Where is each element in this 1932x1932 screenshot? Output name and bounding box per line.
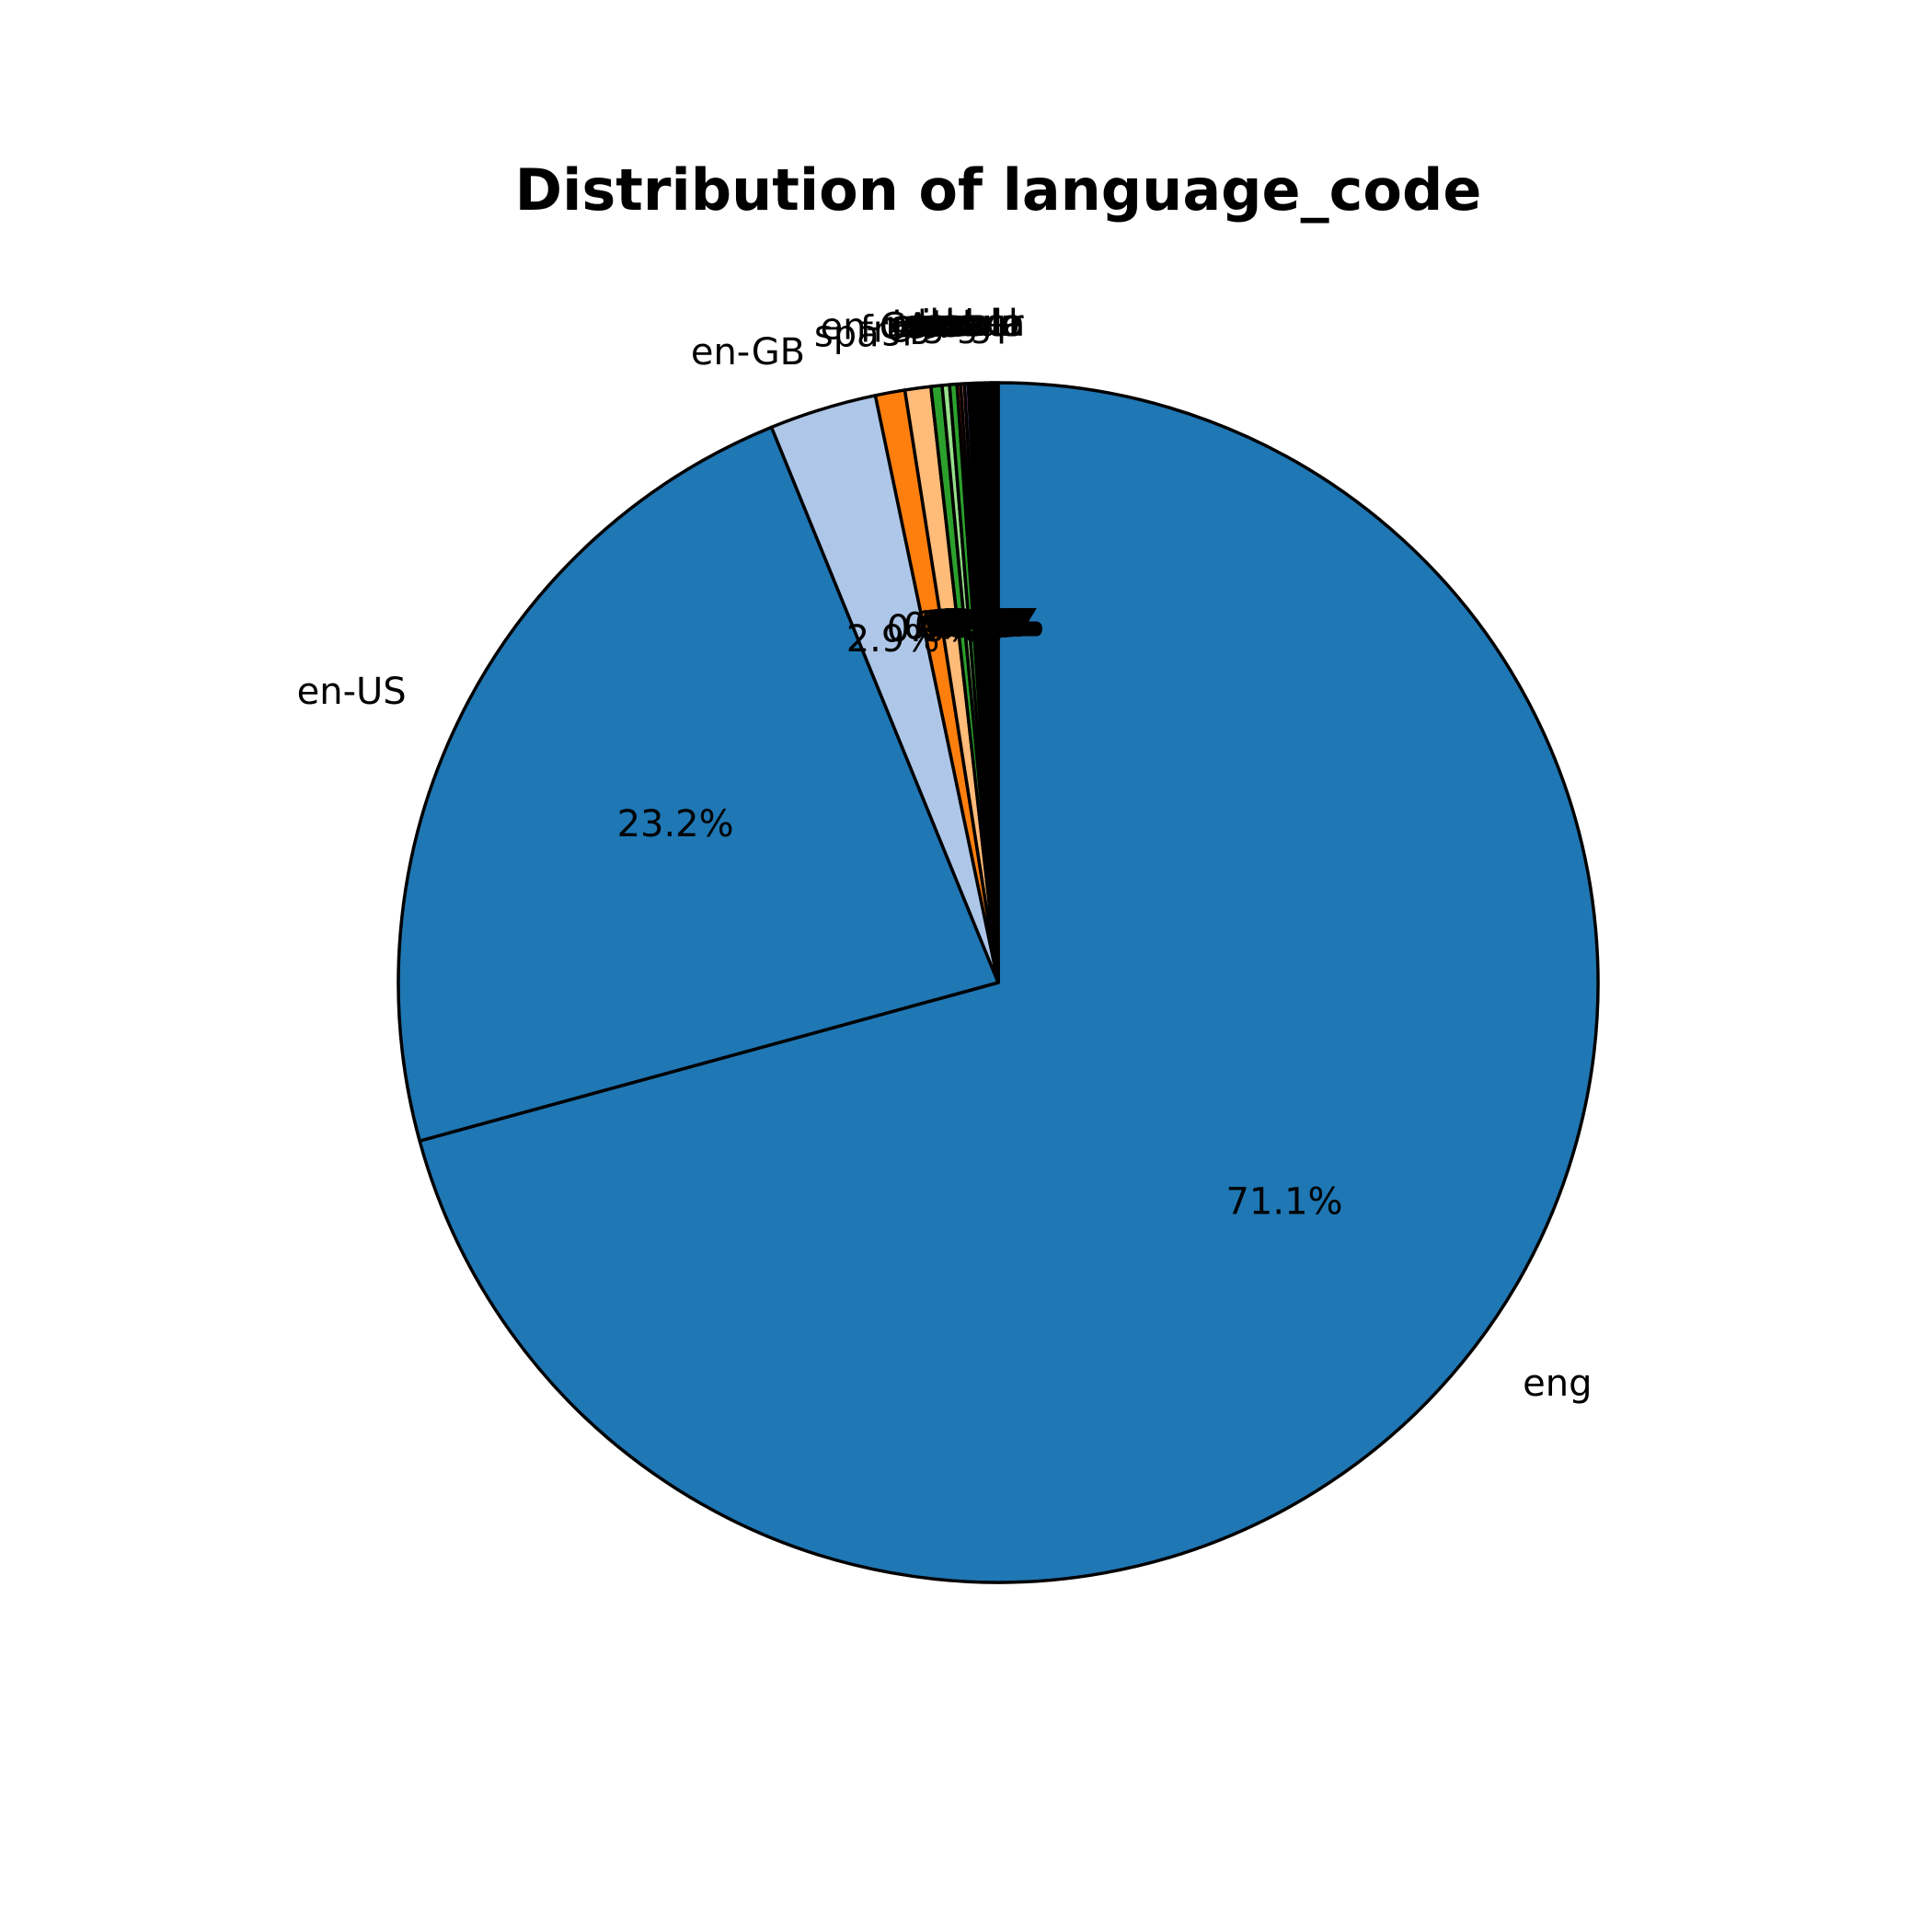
- slice-percent-ale: 0.1%: [949, 603, 1043, 645]
- slice-label-nor: nor: [962, 303, 1024, 345]
- slice-percent-rus: 0.1%: [943, 603, 1037, 645]
- slice-label-en-GB: en-GB: [691, 331, 805, 374]
- slice-label-lat: lat: [929, 303, 976, 345]
- slice-percent-spa: 0.8%: [887, 608, 981, 650]
- slice-percent-lat: 0.1%: [939, 603, 1033, 645]
- slice-percent-grc: 0.1%: [934, 603, 1028, 645]
- slice-percent-tur: 0.1%: [947, 603, 1041, 645]
- slice-percent-en-GB: 2.9%: [846, 618, 940, 661]
- slice-percent-mul: 0.1%: [928, 604, 1022, 646]
- slice-label-jpn: jpn: [891, 305, 949, 347]
- slice-label-nl: nl: [941, 303, 974, 345]
- slice-label-zho: zho: [898, 304, 963, 346]
- slice-label-glg: glg: [922, 303, 979, 345]
- slice-label-enm: enm: [891, 303, 972, 345]
- slice-percent-eng: 71.1%: [1225, 1180, 1342, 1223]
- slice-label-en-US: en-US: [297, 671, 407, 713]
- slice-percent-en-CA: 0.3%: [914, 604, 1008, 647]
- slice-label-en-CA: en-CA: [820, 306, 930, 349]
- slice-label-rus: rus: [926, 303, 983, 345]
- slice-percent-ara: 0.1%: [930, 603, 1024, 645]
- slice-label-mul: mul: [886, 304, 955, 346]
- slice-label-ara: ara: [899, 304, 959, 346]
- slice-percent-gla: 0.1%: [951, 603, 1045, 645]
- slice-percent-nor: 0.1%: [949, 603, 1042, 645]
- slice-percent-en-US: 23.2%: [617, 803, 734, 845]
- slice-label-swe: swe: [909, 303, 981, 345]
- slice-percent-srp: 0.1%: [948, 603, 1041, 645]
- slice-percent-por: 0.1%: [937, 603, 1030, 645]
- pie-slice-eng: [418, 381, 1600, 1584]
- slice-labels: eng en-US en-GB spafreen-CAgerjpnmularazhog…: [297, 303, 1593, 1405]
- slice-percent-msa: 0.1%: [944, 603, 1038, 645]
- slice-percent-swe: 0.1%: [942, 603, 1036, 645]
- slice-label-grc: grc: [908, 304, 966, 346]
- slice-label-wel: wel: [955, 303, 1018, 345]
- slice-label-ale: ale: [968, 303, 1023, 345]
- slice-label-eng: eng: [1523, 1363, 1592, 1405]
- slice-label-fre: fre: [860, 308, 910, 351]
- slice-label-msa: msa: [907, 303, 984, 345]
- pie-slice-en-US: [397, 425, 1000, 1143]
- slice-percent-fre: 0.7%: [903, 605, 997, 648]
- slice-percent-wel: 0.1%: [945, 603, 1039, 645]
- pie-slices: [397, 381, 1600, 1584]
- slice-percent-jpn: 0.2%: [925, 604, 1018, 646]
- slice-label-ita: ita: [921, 304, 968, 346]
- slice-percent-nl: 0.1%: [938, 603, 1032, 645]
- slice-label-gla: gla: [969, 303, 1025, 345]
- slice-label-ger: ger: [880, 305, 941, 348]
- slice-label-srp: srp: [962, 303, 1020, 345]
- slice-percent-zho: 0.1%: [932, 603, 1026, 645]
- slice-percent-labels: 71.1% 23.2% 2.9%0.8%0.7%0.3%0.2%0.2%0.1%0.…: [617, 603, 1343, 1223]
- slice-label-por: por: [909, 303, 971, 345]
- slice-label-tur: tur: [962, 303, 1016, 345]
- chart-title: Distribution of language_code: [515, 156, 1482, 224]
- pie-slice-gla: [995, 381, 1000, 984]
- slice-percent-ger: 0.2%: [920, 604, 1014, 646]
- slice-label-spa: spa: [814, 314, 880, 356]
- slice-percent-ita: 0.1%: [935, 603, 1029, 645]
- slice-percent-glg: 0.1%: [941, 603, 1035, 645]
- slice-percent-enm: 0.1%: [937, 603, 1031, 645]
